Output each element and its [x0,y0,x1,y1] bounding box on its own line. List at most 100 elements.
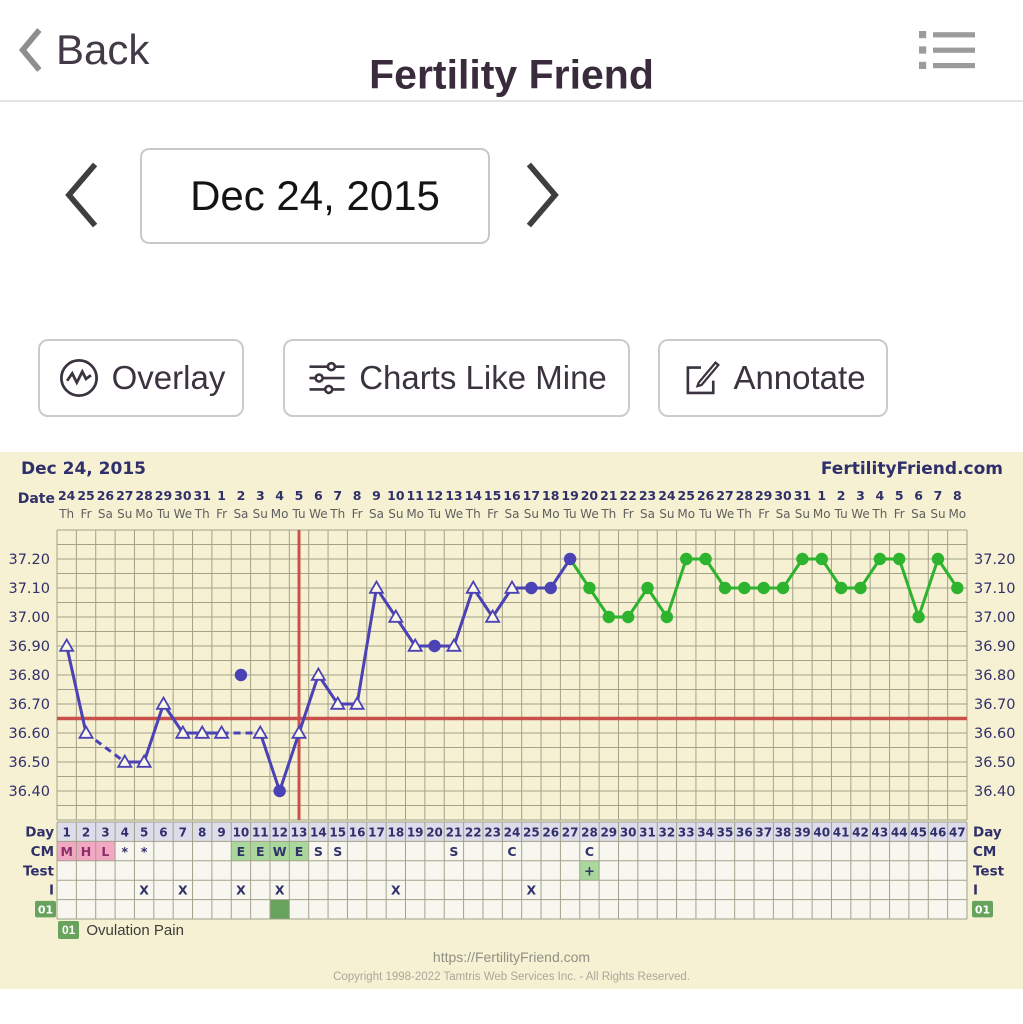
temp-point[interactable] [912,610,925,624]
temp-point[interactable] [194,724,211,739]
footer-copyright: Copyright 1998-2022 Tamtris Web Services… [333,971,690,983]
day-number: 3 [101,826,109,840]
test-cell[interactable] [579,860,600,881]
previous-day-icon[interactable] [58,160,106,230]
date-label: 4 [275,488,284,503]
cm-cell[interactable] [269,841,290,861]
temp-point[interactable] [174,724,191,739]
temp-point[interactable] [951,581,964,595]
cm-value: W [273,844,287,859]
date-label: 21 [600,488,617,503]
chart-watermark: FertilityFriend.com [820,459,1003,479]
temp-point[interactable] [893,552,906,566]
cm-cell[interactable] [76,841,96,861]
custom-row-badge-label: 01 [38,904,53,917]
intercourse-mark: X [391,883,401,898]
day-number: 22 [465,826,482,840]
temp-point[interactable] [544,581,557,595]
temp-point[interactable] [525,581,538,595]
temp-point[interactable] [428,639,441,653]
temp-point[interactable] [602,610,616,624]
temp-point[interactable] [290,724,308,739]
overlay-button[interactable]: Overlay [38,339,244,417]
weekday-label: Sa [640,507,655,521]
temp-point[interactable] [445,637,462,652]
date-label: 27 [716,488,733,503]
top-nav-bar: Back Fertility Friend [0,0,1023,102]
temp-point[interactable] [77,724,95,739]
temp-point[interactable] [368,579,385,594]
custom-row-badge [35,900,56,918]
temp-point[interactable] [815,552,828,566]
date-picker-button[interactable]: Dec 24, 2015 [140,148,490,244]
cm-cell[interactable] [231,841,251,861]
row-label-left: CM [31,844,54,860]
temp-point[interactable] [310,666,327,681]
day-number: 47 [949,826,966,840]
temp-point[interactable] [329,695,346,710]
temp-point[interactable] [465,579,482,594]
day-number: 25 [523,826,540,840]
day-number: 44 [891,826,908,840]
weekday-label: Sa [776,507,791,521]
temp-point[interactable] [699,552,712,566]
day-number: 32 [659,826,676,840]
back-button[interactable]: Back [16,0,149,100]
weekday-label: Th [736,507,752,521]
bbt-chart-panel: Dec 24, 2015 FertilityFriend.com Date 24 2… [0,452,1023,989]
bbt-chart[interactable]: Date 24 25 26 27 28 29 30 31 1 2 3 4 5 6 7 8 9 10 11 12 13 14 1… [0,452,1023,920]
date-label: 24 [58,488,76,503]
cm-value: H [81,844,91,859]
temp-point[interactable] [718,581,732,595]
annotate-button[interactable]: Annotate [658,339,888,417]
day-number: 2 [82,826,90,840]
cm-cell[interactable] [289,841,309,861]
temp-point[interactable] [757,581,770,595]
weekday-label: Fr [487,507,498,521]
temp-point[interactable] [796,552,809,566]
date-label: 25 [77,488,94,503]
date-label: 8 [953,488,962,503]
chart-list-icon[interactable] [915,25,979,75]
temp-point[interactable] [136,753,153,768]
temp-point[interactable] [58,637,75,652]
temp-point[interactable] [660,610,674,624]
cm-cell[interactable] [95,841,116,861]
temp-point[interactable] [834,581,848,595]
weekday-label: Tu [834,507,848,521]
temp-point[interactable] [387,608,404,623]
weekday-label: Th [600,507,616,521]
temp-point[interactable] [273,784,286,798]
temp-point[interactable] [583,581,596,595]
temp-point[interactable] [116,753,133,768]
custom-symptom-cell[interactable] [269,899,290,919]
day-number: 38 [775,826,792,840]
temp-point[interactable] [252,724,269,739]
temp-point[interactable] [738,581,751,595]
temp-point[interactable] [155,695,172,710]
day-number: 4 [121,826,129,840]
next-day-icon[interactable] [518,160,566,230]
temp-point[interactable] [503,579,521,594]
date-label: 31 [194,488,211,503]
temp-point[interactable] [621,610,635,624]
temp-point[interactable] [349,695,366,710]
date-label: 8 [353,488,362,503]
discarded-temp-point[interactable] [234,668,248,682]
temp-point[interactable] [680,552,693,566]
temp-point[interactable] [563,552,577,566]
temp-point[interactable] [484,608,501,623]
annotation-cells [57,841,600,919]
temp-point[interactable] [641,581,654,595]
temp-point[interactable] [776,581,790,595]
weekday-label: Fr [894,507,905,521]
charts-like-mine-button[interactable]: Charts Like Mine [283,339,630,417]
temp-point[interactable] [854,581,867,595]
temp-point[interactable] [213,724,230,739]
temp-point[interactable] [873,552,887,566]
legend-label: Ovulation Pain [86,921,184,939]
cm-cell[interactable] [57,841,77,861]
cm-cell[interactable] [250,841,270,861]
temp-point[interactable] [407,637,424,652]
temp-point[interactable] [931,552,945,566]
